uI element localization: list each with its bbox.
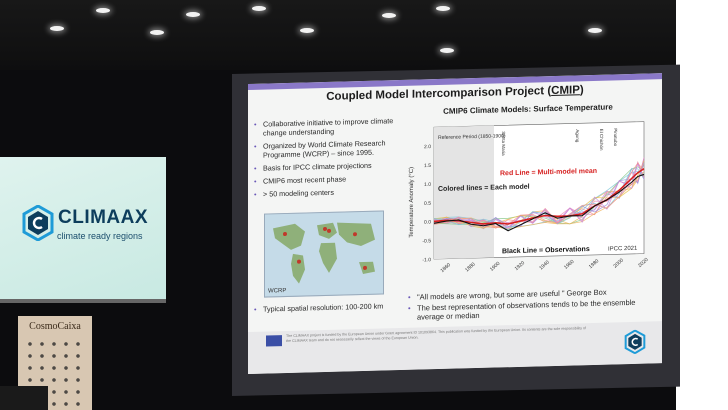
bullet-item: Basis for IPCC climate projections bbox=[254, 160, 404, 173]
y-tick-label: -0.5 bbox=[422, 238, 431, 244]
y-tick-label: 0.5 bbox=[424, 201, 431, 207]
ceiling-light bbox=[382, 13, 396, 18]
world-map-icon bbox=[273, 222, 375, 284]
x-tick-label: 2000 bbox=[612, 257, 625, 269]
x-tick-label: 1880 bbox=[464, 261, 477, 273]
y-tick-label: 2.0 bbox=[424, 144, 431, 150]
volcano-label: Agung bbox=[575, 129, 580, 143]
ceiling-light bbox=[96, 8, 110, 13]
quote-item: The best representation of observations … bbox=[408, 297, 658, 322]
x-tick-label: 1920 bbox=[514, 260, 527, 272]
annotation-each-model: Colored lines = Each model bbox=[438, 184, 530, 193]
ceiling-light bbox=[588, 28, 602, 33]
bullet-item: CMIP6 most recent phase bbox=[254, 173, 404, 186]
climaax-brand: CLIMAAX bbox=[58, 207, 149, 228]
model-line bbox=[433, 161, 645, 229]
eu-flag-icon bbox=[266, 335, 282, 347]
ceiling-light bbox=[440, 48, 454, 53]
x-tick-label: 1960 bbox=[563, 259, 576, 271]
slide-title-prefix: Coupled Model Intercomparison Project ( bbox=[326, 85, 552, 103]
quote-list: "All models are wrong, but some are usef… bbox=[408, 286, 658, 324]
volcano-label: Santa Maria bbox=[501, 131, 506, 156]
ceiling-light bbox=[50, 26, 64, 31]
model-line bbox=[433, 162, 645, 229]
ceiling bbox=[0, 0, 728, 70]
map-label: WCRP bbox=[268, 287, 287, 295]
temperature-chart: 1860 1880 1900 1920 1940 1960 1980 2000 2020 2.0 1… bbox=[409, 121, 650, 274]
x-tick-label: 1860 bbox=[440, 262, 453, 274]
climaax-logo-icon bbox=[22, 205, 54, 241]
climaax-logo-icon bbox=[624, 329, 646, 355]
world-map: WCRP bbox=[264, 210, 384, 298]
observations-line bbox=[433, 173, 645, 232]
y-axis-label: Temperature Anomaly (°C) bbox=[409, 167, 415, 238]
bullet-item: > 50 modeling centers bbox=[254, 186, 404, 199]
ceiling-light bbox=[150, 30, 164, 35]
volcano-label: Pinatubo bbox=[613, 128, 618, 146]
cosmocaixa-sign: CosmoCaixa bbox=[18, 316, 92, 410]
cosmocaixa-text: CosmoCaixa bbox=[29, 321, 81, 332]
volcano-label: El Chichón bbox=[599, 129, 604, 151]
x-tick-label: 2020 bbox=[637, 257, 650, 269]
presentation-slide: Coupled Model Intercomparison Project (C… bbox=[248, 73, 662, 374]
resolution-bullet: Typical spatial resolution: 100-200 km bbox=[254, 301, 383, 313]
y-tick-label: 0.0 bbox=[424, 219, 431, 225]
y-tick-label: 1.5 bbox=[424, 163, 431, 169]
x-tick-label: 1940 bbox=[538, 259, 551, 271]
reference-period-label: Reference Period (1850-1900) bbox=[438, 133, 506, 141]
bullet-list: Collaborative initiative to improve clim… bbox=[254, 116, 404, 203]
ceiling-light bbox=[186, 12, 200, 17]
annotation-source: IPCC 2021 bbox=[608, 246, 638, 253]
x-tick-label: 1980 bbox=[588, 258, 601, 270]
y-tick-label: 1.0 bbox=[424, 182, 431, 188]
ceiling-light bbox=[252, 6, 266, 11]
ceiling-light bbox=[300, 28, 314, 33]
bullet-item: Organized by World Climate Research Prog… bbox=[254, 138, 404, 160]
y-tick-label: -1.0 bbox=[422, 257, 431, 263]
slide-title-suffix: ) bbox=[579, 84, 584, 97]
climaax-tagline: climate ready regions bbox=[57, 231, 143, 241]
white-border bbox=[676, 0, 728, 410]
slide-title-acronym: CMIP bbox=[551, 84, 580, 98]
annotation-observations: Black Line = Observations bbox=[502, 246, 590, 255]
annotation-multimodel-mean: Red Line = Multi-model mean bbox=[500, 168, 597, 178]
ceiling-light bbox=[436, 6, 450, 11]
bullet-item: Collaborative initiative to improve clim… bbox=[254, 116, 404, 138]
climaax-banner-screen: CLIMAAX climate ready regions bbox=[0, 157, 166, 303]
multimodel-mean-line bbox=[433, 168, 645, 225]
x-tick-label: 1900 bbox=[489, 261, 502, 273]
podium-stand bbox=[0, 386, 48, 410]
